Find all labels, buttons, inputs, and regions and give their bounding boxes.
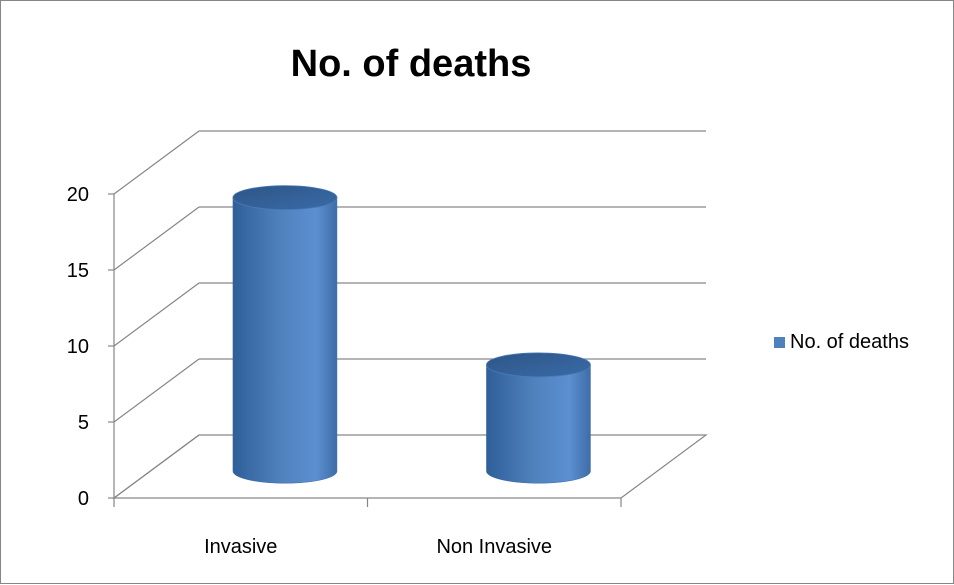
y-tick-label: 5 bbox=[78, 412, 89, 434]
x-tick-label: Non Invasive bbox=[436, 536, 552, 558]
bar-top-cap bbox=[486, 352, 591, 378]
chart-title: No. of deaths bbox=[290, 43, 532, 85]
bar bbox=[232, 185, 338, 484]
y-tick-label: 20 bbox=[67, 184, 89, 206]
legend-label: No. of deaths bbox=[790, 331, 909, 353]
y-tick-label: 10 bbox=[67, 336, 89, 358]
legend: No. of deaths bbox=[774, 331, 909, 354]
gridline-side bbox=[113, 434, 200, 499]
legend-swatch bbox=[774, 337, 785, 348]
y-tick-label: 15 bbox=[67, 260, 89, 282]
gridline-side bbox=[113, 358, 200, 423]
bar-body bbox=[486, 364, 591, 484]
labels-layer: 0 5 10 15 20 Invasive Non Invasive bbox=[67, 184, 552, 558]
bar-body bbox=[232, 197, 338, 484]
gridline-side bbox=[113, 206, 200, 271]
bar bbox=[486, 352, 591, 484]
y-tick-label: 0 bbox=[78, 488, 89, 510]
floor-outline bbox=[112, 434, 708, 499]
gridline-side bbox=[113, 130, 200, 195]
axes-layer bbox=[108, 130, 708, 507]
bars-layer bbox=[232, 185, 591, 484]
bar-top-cap bbox=[232, 185, 338, 211]
x-tick-label: Invasive bbox=[204, 536, 277, 558]
gridline-side bbox=[113, 282, 200, 347]
